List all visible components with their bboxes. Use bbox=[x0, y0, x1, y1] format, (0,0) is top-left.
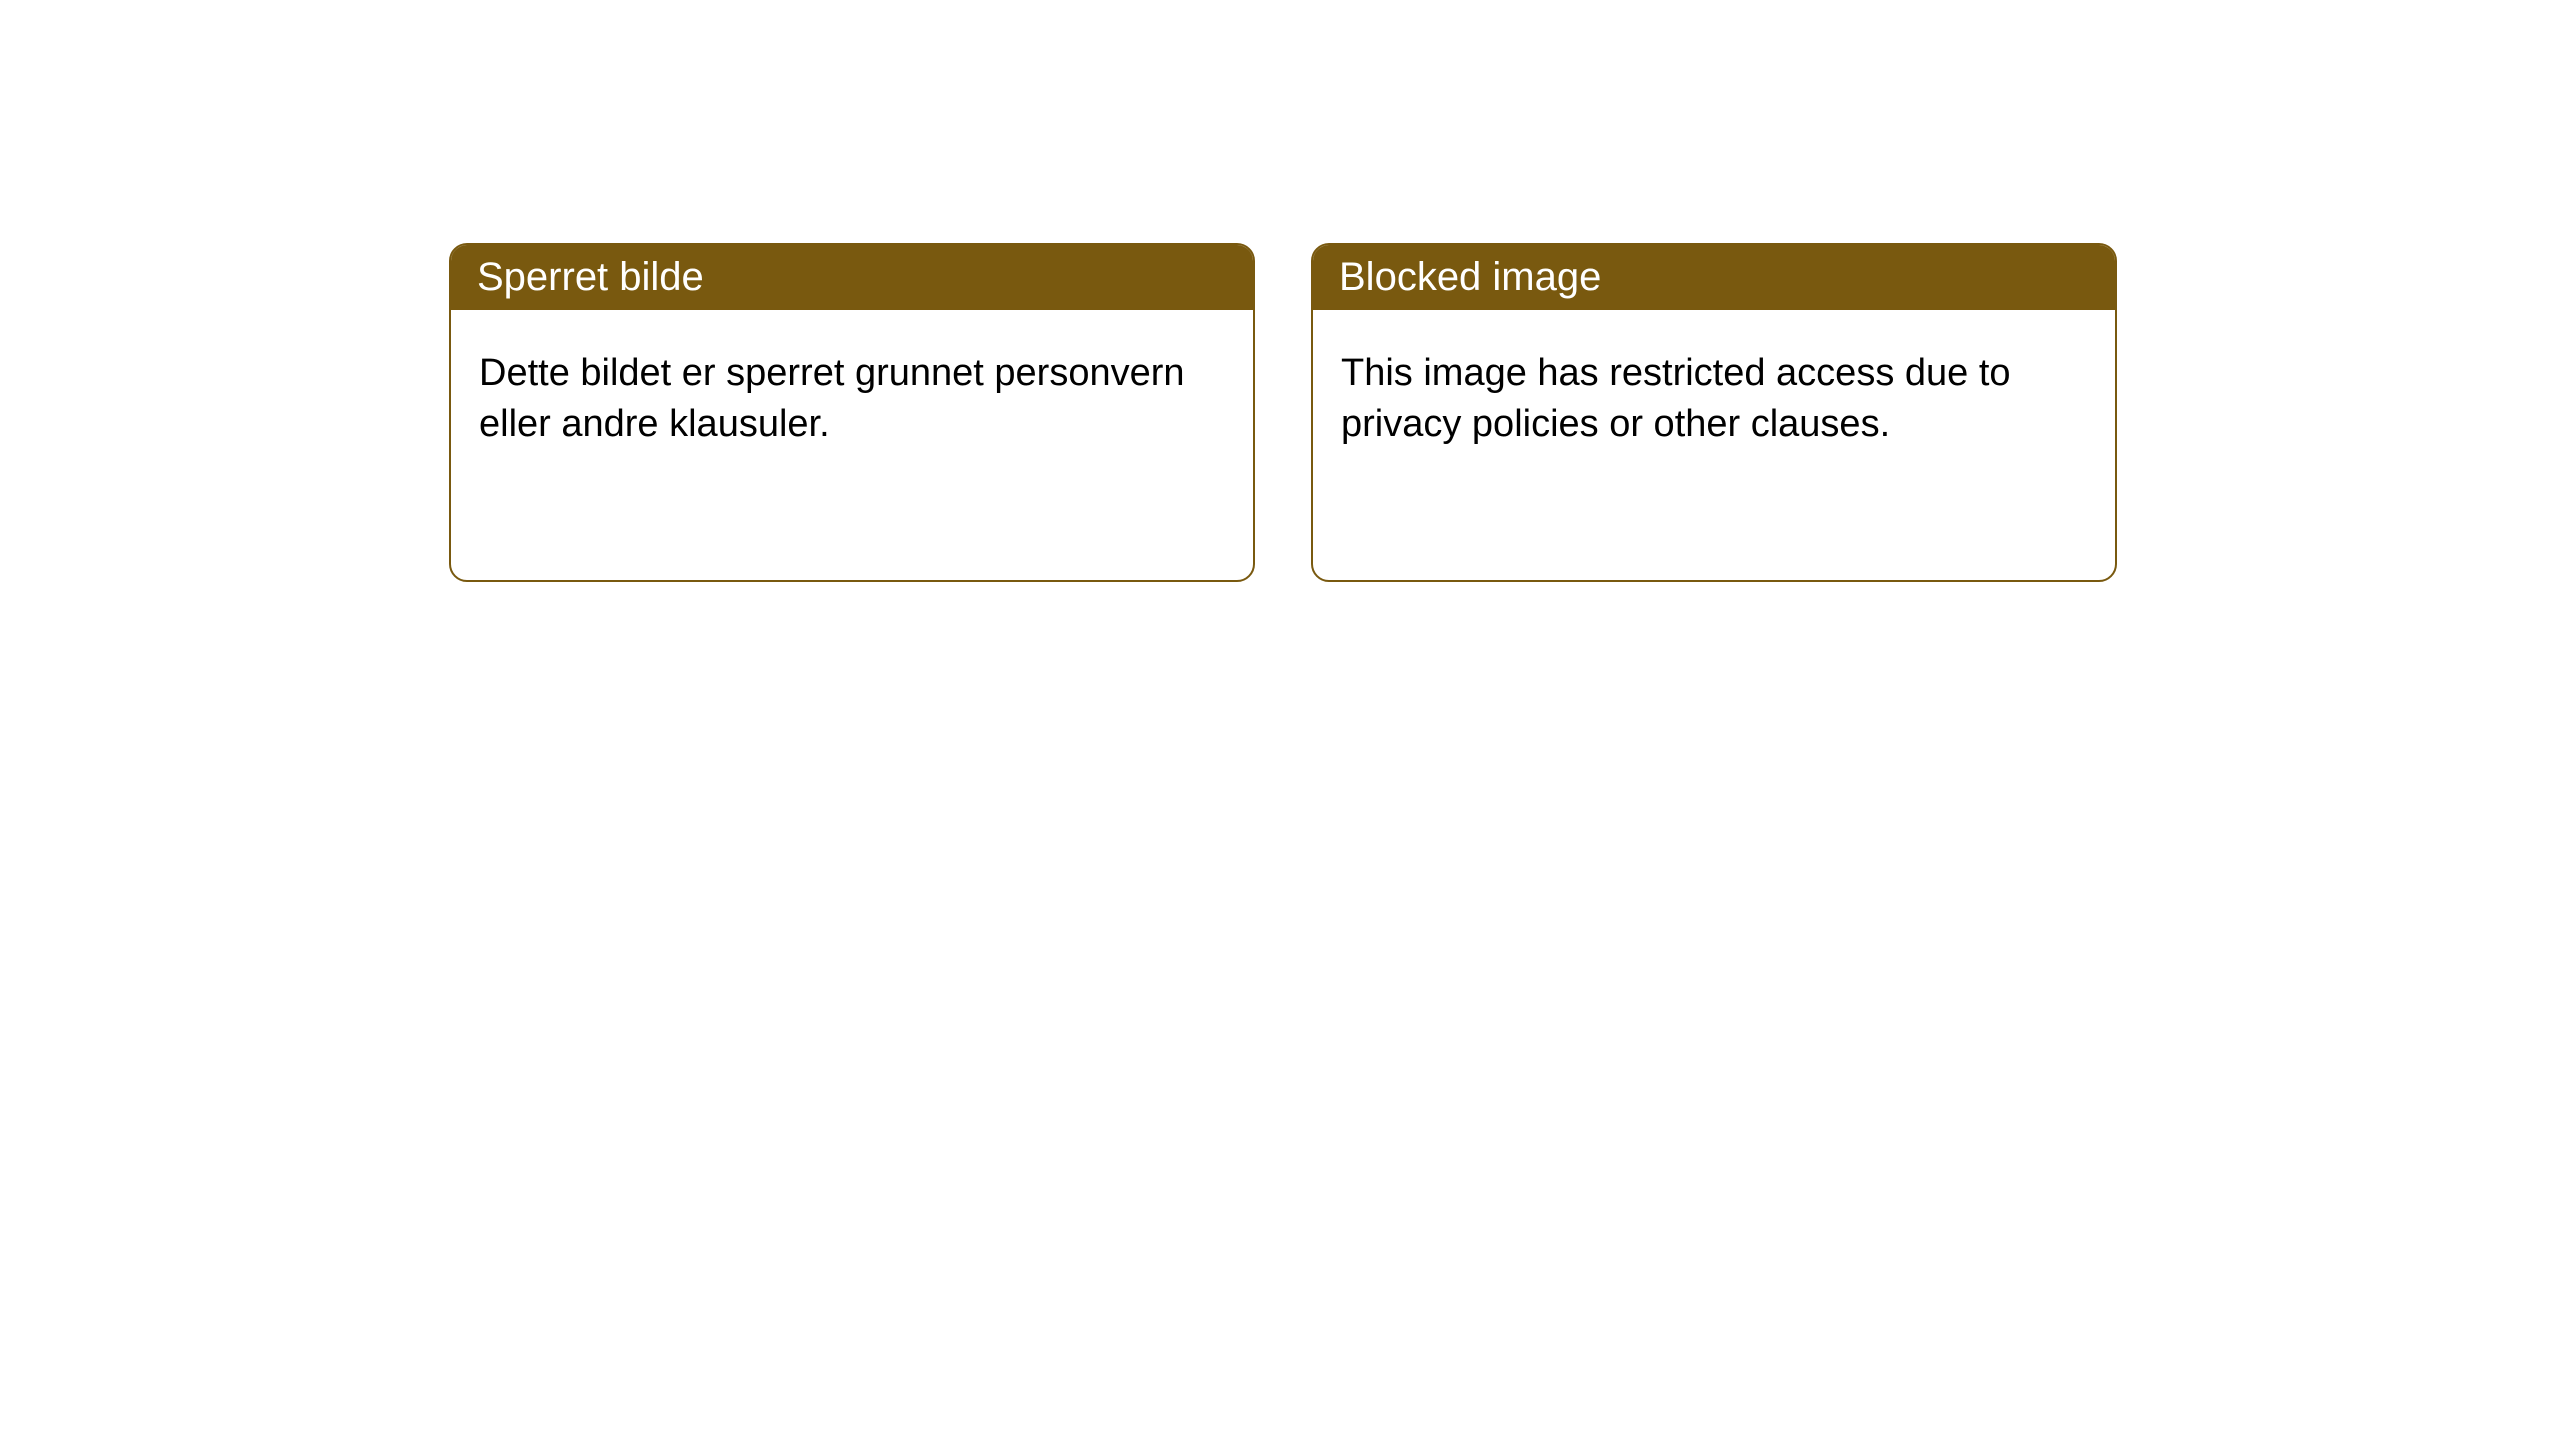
panel-title: Sperret bilde bbox=[477, 255, 704, 299]
panel-header-english: Blocked image bbox=[1313, 245, 2115, 310]
panel-body-english: This image has restricted access due to … bbox=[1313, 310, 2115, 489]
panel-english: Blocked image This image has restricted … bbox=[1311, 243, 2117, 582]
panels-container: Sperret bilde Dette bildet er sperret gr… bbox=[0, 0, 2560, 582]
panel-norwegian: Sperret bilde Dette bildet er sperret gr… bbox=[449, 243, 1255, 582]
panel-body-text: This image has restricted access due to … bbox=[1341, 352, 2011, 445]
panel-body-norwegian: Dette bildet er sperret grunnet personve… bbox=[451, 310, 1253, 489]
panel-title: Blocked image bbox=[1339, 255, 1601, 299]
panel-header-norwegian: Sperret bilde bbox=[451, 245, 1253, 310]
panel-body-text: Dette bildet er sperret grunnet personve… bbox=[479, 352, 1185, 445]
